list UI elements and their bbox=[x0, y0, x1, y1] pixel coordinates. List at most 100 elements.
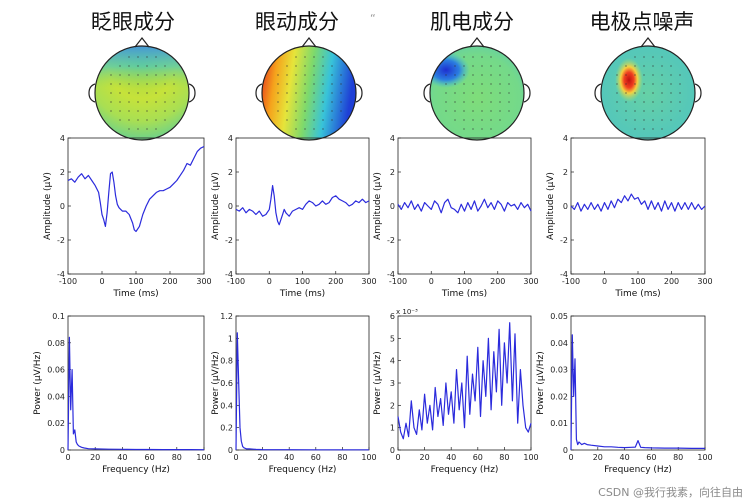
left-ear bbox=[255, 83, 263, 103]
electrode-dot bbox=[119, 110, 121, 112]
electrode-dot bbox=[661, 101, 663, 103]
y-tick-label: 0 bbox=[228, 446, 233, 455]
electrode-dot bbox=[508, 83, 510, 85]
electrode-dot bbox=[472, 128, 474, 130]
electrode-dot bbox=[137, 65, 139, 67]
y-tick-label: 1.2 bbox=[220, 312, 233, 321]
electrode-dot bbox=[295, 110, 297, 112]
electrode-dot bbox=[164, 74, 166, 76]
y-tick-label: 0.08 bbox=[47, 339, 65, 348]
electrode-dot bbox=[146, 83, 148, 85]
electrode-dot bbox=[679, 74, 681, 76]
electrode-dot bbox=[490, 56, 492, 58]
electrode-dot bbox=[286, 83, 288, 85]
electrode-dot bbox=[340, 101, 342, 103]
y-tick-label: -4 bbox=[387, 270, 395, 279]
electrode-dot bbox=[119, 65, 121, 67]
y-tick-label: 0.03 bbox=[550, 366, 568, 375]
plot-blink-spectrum: 0 20 40 60 80 100 0.1 0.08 0.06 0.04 0.02 0 Frequenc… bbox=[33, 312, 212, 475]
title-electrode-noise: 电极点噪声 bbox=[589, 10, 695, 34]
electrode-dot bbox=[119, 92, 121, 94]
electrode-dot bbox=[481, 92, 483, 94]
electrode-dot bbox=[463, 110, 465, 112]
electrode-dot bbox=[155, 92, 157, 94]
electrode-dot bbox=[490, 119, 492, 121]
electrode-dot bbox=[661, 128, 663, 130]
nose bbox=[301, 37, 317, 48]
electrode-dot bbox=[128, 128, 130, 130]
electrode-dot bbox=[634, 65, 636, 67]
electrode-dot bbox=[490, 74, 492, 76]
electrode-dot bbox=[110, 92, 112, 94]
electrode-dot bbox=[643, 83, 645, 85]
electrode-dot bbox=[164, 101, 166, 103]
electrode-dot bbox=[616, 74, 618, 76]
title-eye-movement: 眼动成分 bbox=[255, 10, 339, 34]
electrode-dot bbox=[286, 65, 288, 67]
x-axis-label: Frequency (Hz) bbox=[604, 465, 672, 475]
electrode-dot bbox=[128, 65, 130, 67]
y-tick-label: 4 bbox=[390, 134, 395, 143]
plot-blink-time: -100 0 100 200 300 4 2 0 -2 -4 Time (ms) Amplitude … bbox=[43, 134, 212, 299]
head-outline bbox=[255, 37, 363, 141]
electrode-dot bbox=[313, 92, 315, 94]
x-tick-label: 100 bbox=[361, 453, 376, 462]
x-tick-label: 0 bbox=[602, 277, 607, 286]
plot-electrode-noise-time: -100 0 100 200 300 4 2 0 -2 -4 Time (ms) Amplitude … bbox=[546, 134, 713, 299]
electrode-dot bbox=[128, 119, 130, 121]
electrode-dot bbox=[295, 128, 297, 130]
electrode-dot bbox=[472, 101, 474, 103]
electrode-dot bbox=[295, 92, 297, 94]
plot-muscle-spectrum: 0 20 40 60 80 100 6 5 4 3 2 1 0 Frequency (Hz) Power (… bbox=[373, 308, 539, 475]
electrode-dot bbox=[137, 92, 139, 94]
electrode-dot bbox=[164, 110, 166, 112]
x-tick-label: 0 bbox=[65, 453, 70, 462]
x-axis-label: Time (ms) bbox=[279, 289, 325, 299]
electrode-dot bbox=[463, 101, 465, 103]
plot-muscle-time: -100 0 100 200 300 4 2 0 -2 -4 Time (ms) Amplitude … bbox=[373, 134, 539, 299]
electrode-dot bbox=[652, 110, 654, 112]
x-axis-label: Frequency (Hz) bbox=[269, 465, 337, 475]
electrode-dot bbox=[331, 119, 333, 121]
electrode-dot bbox=[173, 83, 175, 85]
electrode-dot bbox=[146, 92, 148, 94]
electrode-dot bbox=[472, 65, 474, 67]
electrode-dot bbox=[146, 119, 148, 121]
electrode-dot bbox=[155, 74, 157, 76]
y-exponent-label: x 10⁻³ bbox=[396, 308, 418, 316]
plot-eye-movement-spectrum: 0 20 40 60 80 100 1.2 1 0.8 0.6 0.4 0.2 0 Frequency (… bbox=[211, 312, 377, 475]
electrode-dot bbox=[499, 92, 501, 94]
series-line bbox=[67, 336, 205, 451]
electrode-dot bbox=[454, 101, 456, 103]
electrode-dot bbox=[652, 74, 654, 76]
stray-mark: “ bbox=[370, 12, 376, 25]
electrode-dot bbox=[652, 119, 654, 121]
electrode-dot bbox=[295, 56, 297, 58]
electrode-dot bbox=[128, 83, 130, 85]
title-muscle: 肌电成分 bbox=[430, 10, 514, 34]
x-tick-label: 60 bbox=[473, 453, 483, 462]
y-tick-label: 0.8 bbox=[220, 357, 233, 366]
electrode-dot bbox=[481, 128, 483, 130]
electrode-dot bbox=[304, 92, 306, 94]
electrode-dot bbox=[304, 128, 306, 130]
y-axis-label: Power (μV/Hz) bbox=[33, 351, 43, 415]
electrode-dot bbox=[490, 101, 492, 103]
electrode-dot bbox=[445, 74, 447, 76]
y-tick-label: 4 bbox=[228, 134, 233, 143]
electrode-dot bbox=[313, 74, 315, 76]
y-tick-label: 0.01 bbox=[550, 419, 568, 428]
y-axis-label: Power (μV/Hz) bbox=[373, 351, 383, 415]
y-tick-label: 0.6 bbox=[220, 379, 233, 388]
electrode-dot bbox=[508, 92, 510, 94]
x-tick-label: 80 bbox=[499, 453, 509, 462]
electrode-dot bbox=[679, 83, 681, 85]
electrode-dot bbox=[164, 83, 166, 85]
electrode-dot bbox=[331, 101, 333, 103]
electrode-dot bbox=[313, 110, 315, 112]
electrode-dot bbox=[295, 83, 297, 85]
electrode-dot bbox=[146, 56, 148, 58]
electrode-dot bbox=[331, 110, 333, 112]
electrode-dot bbox=[670, 92, 672, 94]
electrode-dot bbox=[119, 74, 121, 76]
